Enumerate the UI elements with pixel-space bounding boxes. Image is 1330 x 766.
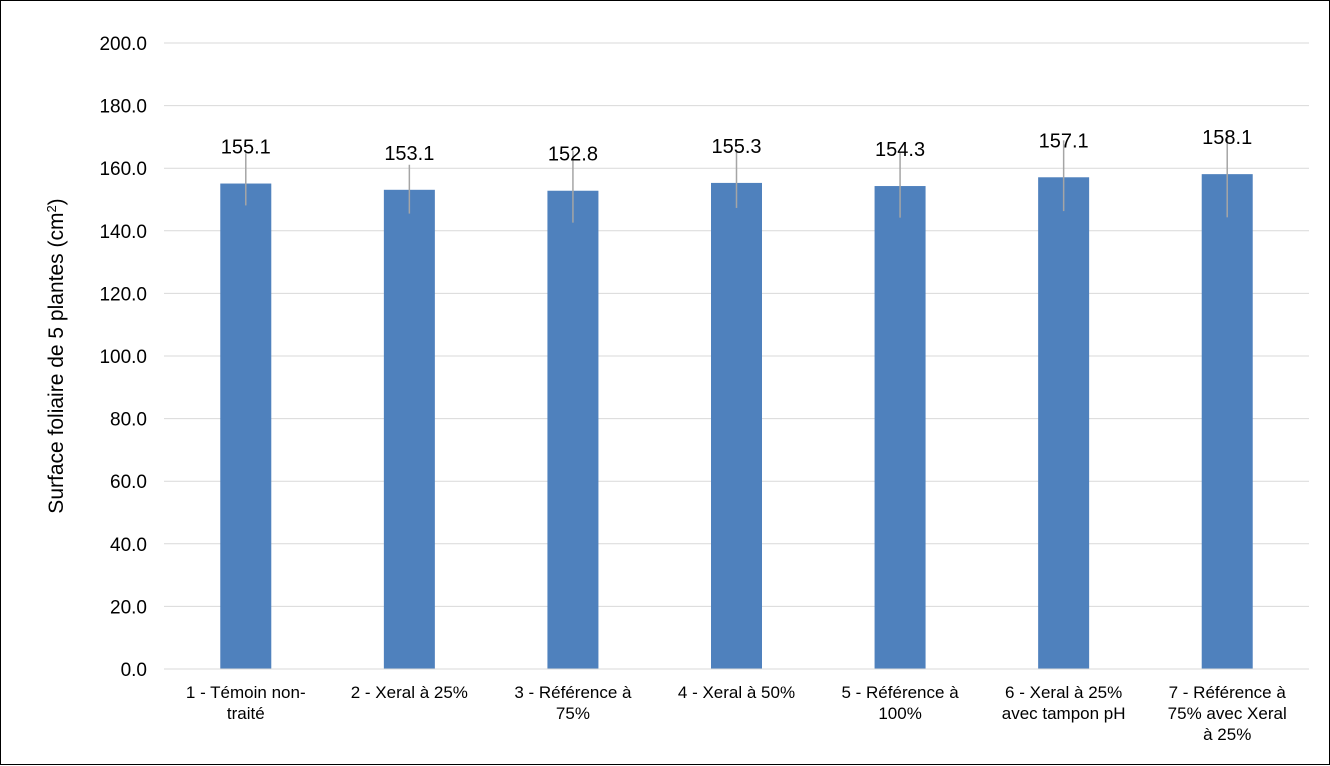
y-tick-label: 100.0 [99,347,147,368]
y-axis-title-end: ) [45,198,68,205]
data-label: 152.8 [548,144,598,166]
y-tick-label: 80.0 [110,410,147,431]
data-label: 158.1 [1202,127,1252,149]
y-axis-title: Surface foliaire de 5 plantes (cm2) [44,198,69,513]
bar [383,189,435,669]
x-tick-label: à 25% [1203,725,1251,744]
x-tick-label: 4 - Xeral à 50% [678,683,795,702]
bar [1038,177,1090,670]
x-tick-label: traité [227,704,265,723]
y-axis-title-superscript: 2 [44,205,59,212]
x-tick-label: 7 - Référence à [1169,683,1287,702]
y-tick-label: 180.0 [99,97,147,118]
x-tick-label: 100% [878,704,921,723]
bar [711,182,762,669]
x-tick-label: 6 - Xeral à 25% [1005,683,1122,702]
y-tick-label: 140.0 [99,222,147,243]
data-label: 157.1 [1039,130,1089,152]
x-tick-label: 75% avec Xeral [1168,704,1287,723]
x-tick-label: 1 - Témoin non- [186,683,306,702]
bar [220,183,272,670]
y-tick-label: 20.0 [110,597,147,618]
x-tick-label: 2 - Xeral à 25% [351,683,468,702]
y-tick-label: 120.0 [99,284,147,305]
y-tick-label: 60.0 [110,472,147,493]
y-tick-label: 200.0 [99,34,147,55]
y-axis-title-main: Surface foliaire de 5 plantes (cm [45,213,68,514]
x-tick-label: 75% [556,704,590,723]
y-tick-label: 160.0 [99,159,147,180]
data-label: 155.1 [221,137,271,159]
y-tick-label: 0.0 [121,660,147,681]
x-tick-label: 5 - Référence à [841,683,959,702]
data-label: 155.3 [711,136,761,158]
y-tick-label: 40.0 [110,535,147,556]
bar [1201,174,1253,669]
x-tick-label: avec tampon pH [1002,704,1126,723]
bar [547,190,599,669]
data-label: 153.1 [384,143,434,165]
x-tick-label: 3 - Référence à [514,683,632,702]
bar [874,186,926,669]
data-label: 154.3 [875,139,925,161]
